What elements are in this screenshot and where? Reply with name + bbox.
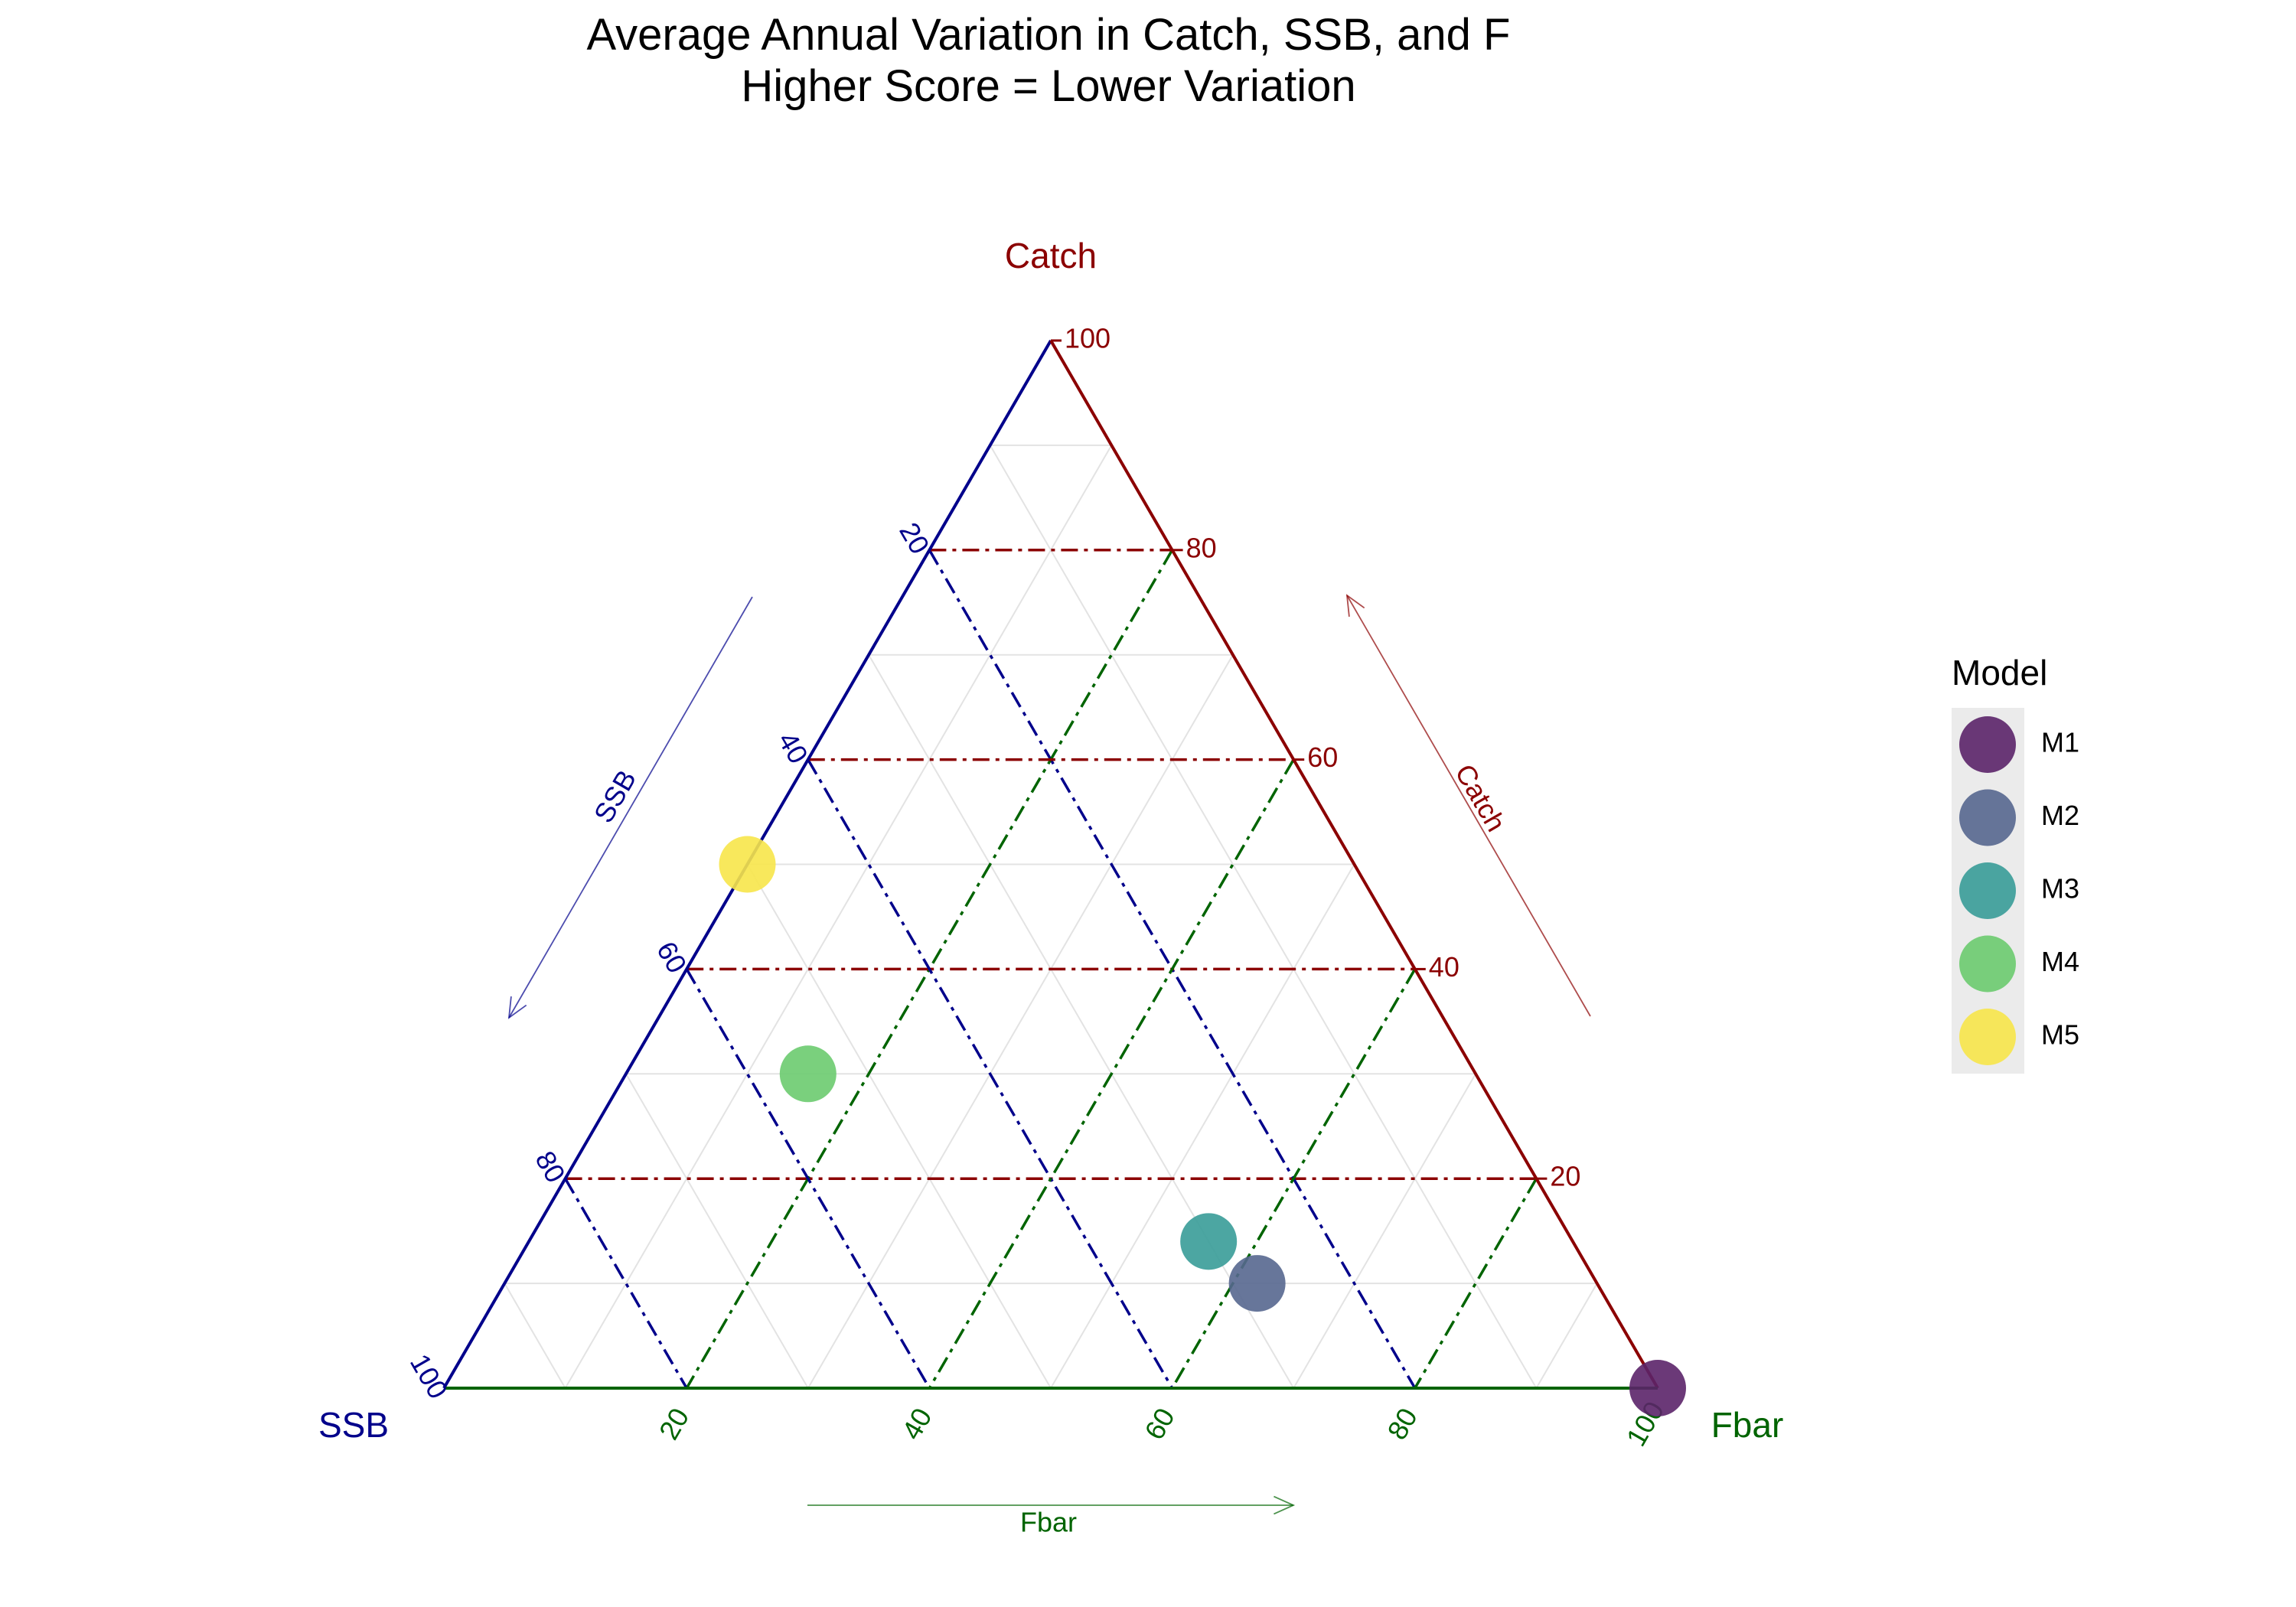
minor-gridline [1293,1073,1476,1389]
catch-tick-label: 40 [1429,951,1459,983]
fbar-tick-label: 80 [1381,1403,1424,1445]
catch-axis-line [1049,339,1659,1390]
point-m2 [1228,1255,1286,1312]
legend-label-m4: M4 [2041,946,2079,977]
chart-subtitle: Higher Score = Lower Variation [741,61,1355,111]
minor-gridline [1050,863,1355,1389]
ssb-arrow-head [507,996,527,1019]
fbar-arrow-label: Fbar [1020,1507,1077,1538]
major-grid [564,549,1538,1389]
legend-label-m2: M2 [2041,800,2079,831]
ssb-gridline [807,758,1174,1389]
legend-key-m2 [1959,789,2016,846]
catch-tick-label: 60 [1307,742,1338,773]
legend-label-m3: M3 [2041,873,2079,905]
catch-axis-title: Catch [1005,236,1097,275]
fbar-gridline [1171,968,1417,1389]
fbar-gridline [1414,1178,1538,1389]
point-m4 [779,1045,837,1103]
fbar-tick-label: 60 [1138,1403,1181,1445]
catch-tick-label: 100 [1065,323,1110,354]
legend-key-m3 [1959,862,2016,919]
chart-title: Average Annual Variation in Catch, SSB, … [587,10,1511,60]
minor-gridline [504,1283,566,1389]
legend: Model M1 M2 M3 M4 M5 [1952,653,2079,1074]
legend-key-m5 [1959,1009,2016,1065]
legend-label-m1: M1 [2041,727,2079,758]
fbar-tick-label: 20 [653,1403,696,1445]
ssb-gridline [564,1178,688,1389]
ssb-arrow-label: SSB [588,764,643,828]
ssb-gridline [685,968,931,1389]
catch-arrow [1346,595,1591,1017]
catch-arrow-head [1345,594,1365,617]
point-m5 [719,836,776,893]
point-m1 [1629,1360,1686,1416]
fbar-gridline [928,758,1295,1389]
minor-grid [504,444,1598,1389]
minor-gridline [807,654,1234,1389]
minor-gridline [625,1073,809,1389]
legend-key-m1 [1959,716,2016,773]
legend-title: Model [1952,653,2047,693]
minor-gridline [564,445,1113,1389]
ssb-axis-title: SSB [318,1405,389,1445]
catch-arrow-label: Catch [1449,759,1512,837]
axis-titles: Catch SSB Fbar [318,236,1783,1445]
fbar-arrow-head [1274,1495,1296,1515]
axis-arrows: SSB Catch Fbar [507,594,1591,1538]
catch-tick-label: 80 [1186,532,1217,563]
minor-gridline [746,863,1052,1389]
ssb-arrow [508,596,753,1019]
legend-key-m4 [1959,935,2016,993]
point-m3 [1180,1213,1238,1270]
minor-gridline [1535,1283,1598,1389]
fbar-tick-label: 40 [895,1403,938,1445]
catch-tick-label: 20 [1550,1161,1580,1192]
legend-label-m5: M5 [2041,1019,2079,1051]
data-points [719,836,1686,1416]
ssb-tick-label: 100 [404,1348,455,1404]
fbar-axis-title: Fbar [1711,1405,1784,1445]
minor-gridline [989,445,1538,1389]
